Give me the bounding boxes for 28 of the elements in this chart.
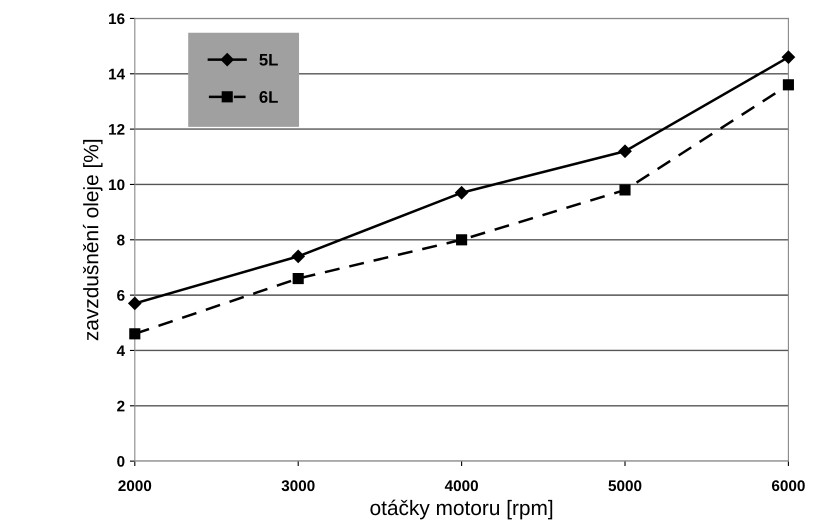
point [455,186,468,200]
point [782,50,795,64]
y-tick-label: 4 [116,345,125,356]
point [292,272,304,284]
y-tick-label: 16 [109,13,125,24]
y-tick-label: 10 [109,179,124,190]
x-tick-label: 4000 [444,480,478,492]
x-tick-label: 2000 [118,480,152,492]
x-tick-label: 3000 [282,480,315,492]
point [128,296,142,310]
x-tick-label: 6000 [772,480,805,492]
legend-label: 6L [260,91,278,103]
y-axis-title: zavzdušnění oleje [%] [82,140,103,340]
point [782,79,794,90]
y-tick-label: 2 [117,400,124,412]
point [618,144,632,158]
point [292,250,305,263]
y-tick-label: 6 [117,290,125,301]
y-tick-label: 12 [109,124,124,135]
x-axis-title: otáčky motoru [rpm] [370,500,552,520]
legend-label: 5L [259,54,278,66]
y-tick-label: 8 [117,234,125,246]
y-tick-label: 0 [117,456,124,467]
y-tick-label: 14 [109,68,126,80]
point [619,184,631,196]
point [129,328,140,340]
x-tick-label: 5000 [608,480,642,492]
point [456,234,468,246]
